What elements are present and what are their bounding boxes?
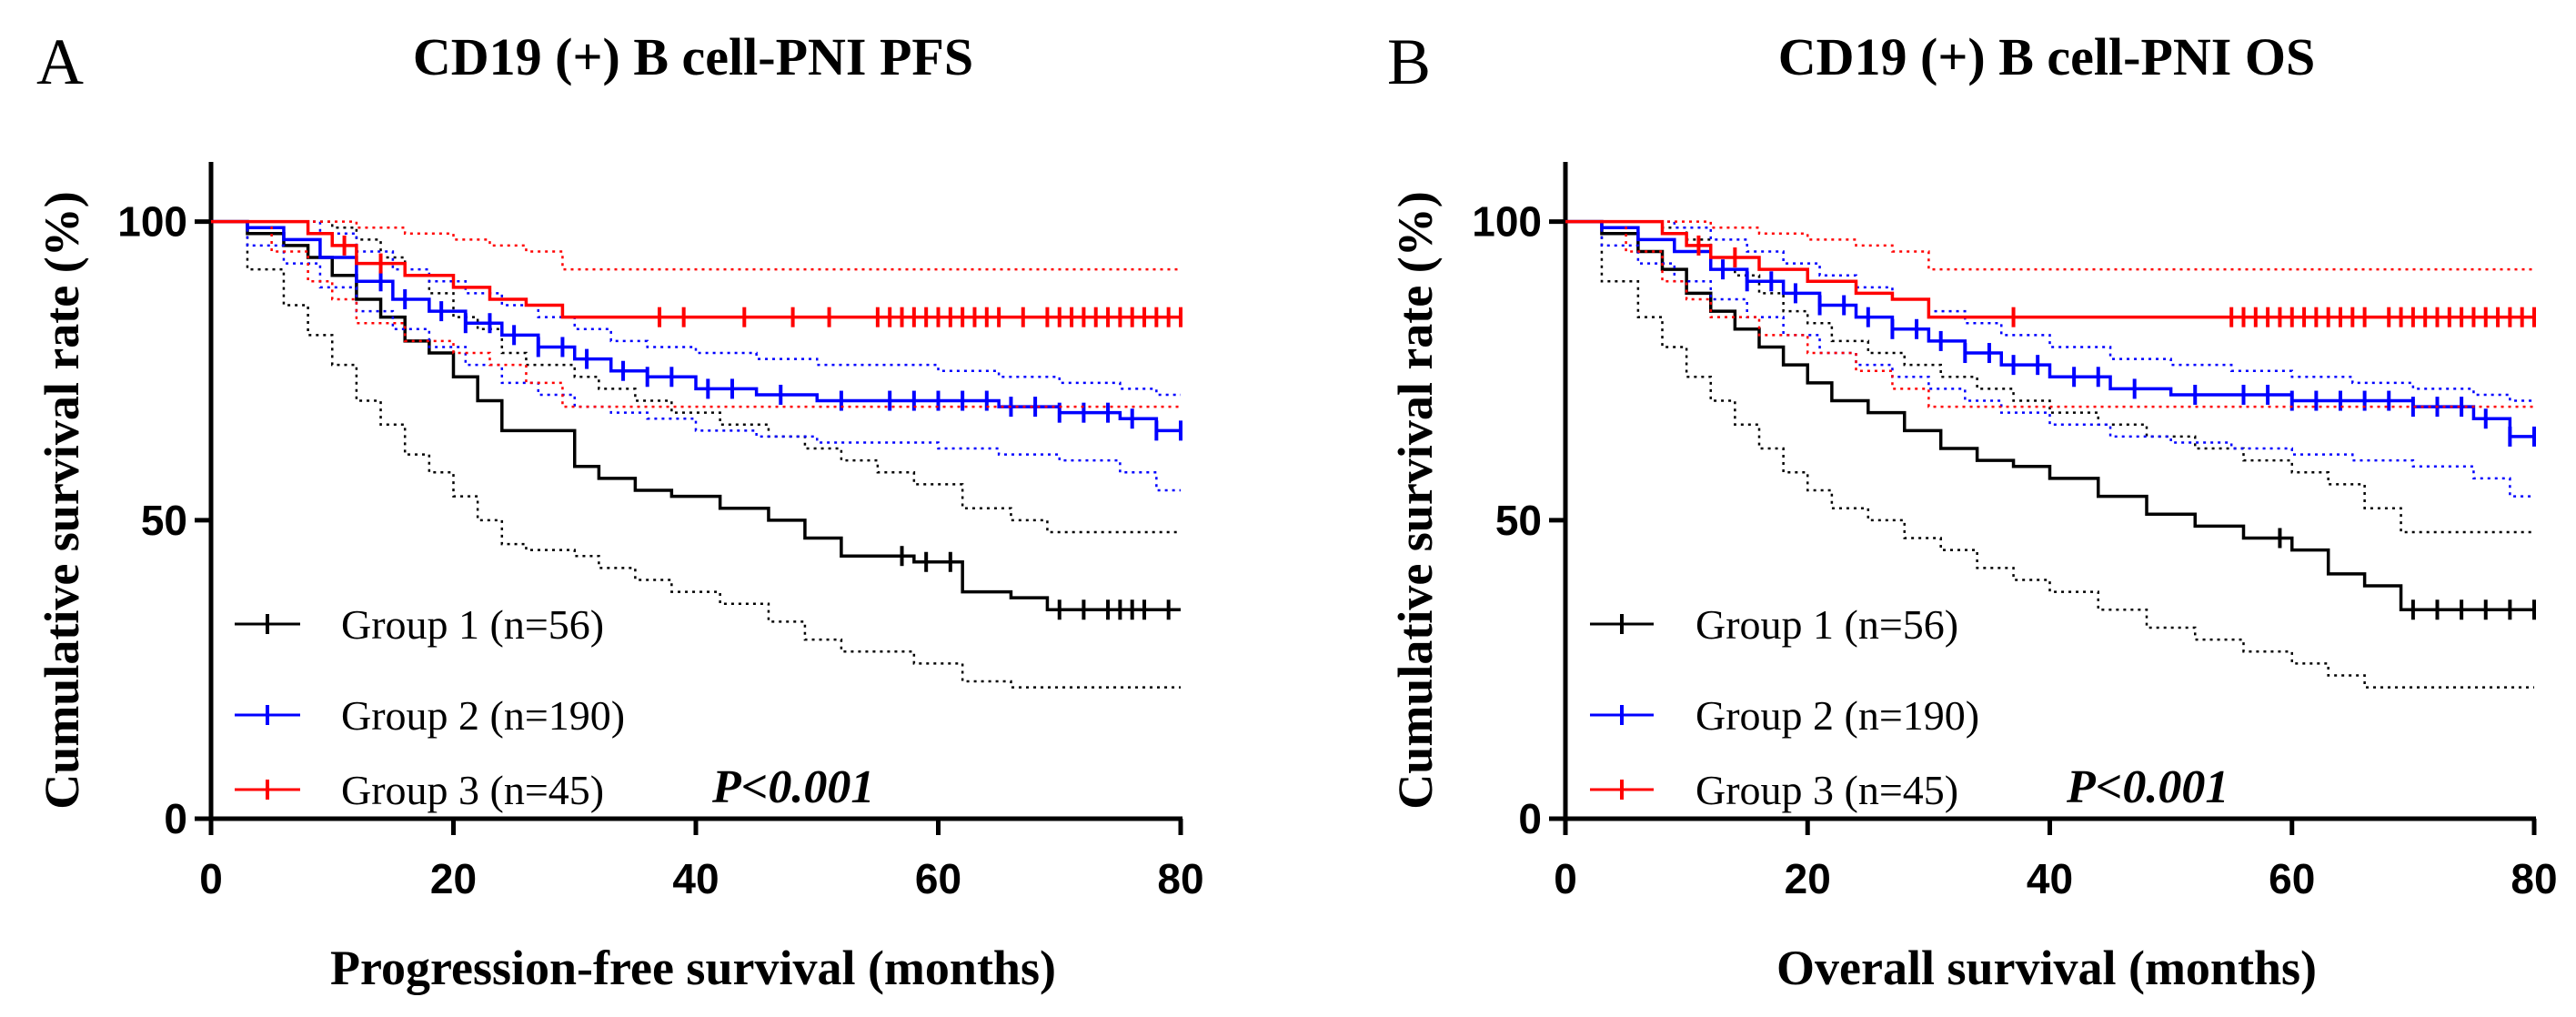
x-axis-label: Progression-free survival (months) (330, 941, 1056, 995)
chart-title: CD19 (+) B cell-PNI OS (1778, 27, 2315, 86)
lower-ci-line (1565, 220, 2534, 408)
lower-ci-line (211, 220, 1181, 492)
y-tick-label: 50 (141, 497, 187, 544)
x-axis-label: Overall survival (months) (1776, 941, 2317, 995)
legend: Group 1 (n=56) Group 2 (n=190) Group 3 (… (235, 601, 625, 813)
chart-title: CD19 (+) B cell-PNI PFS (413, 27, 973, 86)
p-value-annotation: P<0.001 (711, 761, 874, 813)
plot-area: 0 20 40 60 80 0 50 100 (1472, 162, 2558, 902)
y-axis-label: Cumulative survival rate (%) (1388, 191, 1443, 809)
upper-ci-line (1565, 220, 2534, 534)
panel-a: A CD19 (+) B cell-PNI PFS Progression-fr… (35, 25, 1204, 995)
series-group-3 (1565, 219, 2536, 408)
x-tick-label: 80 (2511, 855, 2557, 902)
y-tick-label: 0 (1518, 795, 1542, 842)
lower-ci-line (211, 220, 1181, 689)
x-tick-label: 40 (672, 855, 719, 902)
x-tick-label: 60 (915, 855, 961, 902)
x-tick-label: 0 (1554, 855, 1577, 902)
survival-curve (211, 219, 1181, 319)
upper-ci-line (1565, 220, 2534, 402)
legend: Group 1 (n=56) Group 2 (n=190) Group 3 (… (1590, 601, 1979, 813)
x-tick-label: 60 (2269, 855, 2315, 902)
x-tick-label: 80 (1157, 855, 1203, 902)
x-tick-label: 20 (430, 855, 477, 902)
panel-letter: B (1387, 25, 1431, 98)
survival-curve (211, 219, 1181, 612)
survival-curve (1565, 219, 2534, 438)
y-tick-label: 0 (164, 795, 187, 842)
panel-letter: A (36, 25, 84, 98)
y-tick-label: 50 (1495, 497, 1542, 544)
y-tick-label: 100 (1472, 198, 1542, 246)
survival-curve (1565, 219, 2534, 612)
legend-label-group-3: Group 3 (n=45) (1696, 767, 1958, 813)
plot-area: 0 20 40 60 80 0 50 100 (117, 162, 1204, 902)
survival-curve (1565, 219, 2534, 319)
upper-ci-line (211, 220, 1181, 397)
x-tick-label: 40 (2027, 855, 2073, 902)
legend-label-group-2: Group 2 (n=190) (1696, 692, 1979, 739)
x-tick-label: 20 (1785, 855, 1831, 902)
legend-label-group-1: Group 1 (n=56) (341, 601, 604, 648)
lower-ci-line (211, 220, 1181, 408)
series-group-3 (211, 219, 1182, 408)
x-tick-label: 0 (199, 855, 223, 902)
panel-b: B CD19 (+) B cell-PNI OS Overall surviva… (1387, 25, 2558, 995)
series-group-2 (1565, 219, 2536, 498)
y-tick-label: 100 (117, 198, 187, 246)
legend-label-group-1: Group 1 (n=56) (1696, 601, 1958, 648)
series-group-1 (1565, 219, 2536, 689)
y-axis-label: Cumulative survival rate (%) (35, 191, 89, 809)
upper-ci-line (211, 220, 1181, 534)
legend-label-group-2: Group 2 (n=190) (341, 692, 625, 739)
p-value-annotation: P<0.001 (2066, 761, 2229, 813)
legend-label-group-3: Group 3 (n=45) (341, 767, 604, 813)
series-group-1 (211, 219, 1181, 689)
